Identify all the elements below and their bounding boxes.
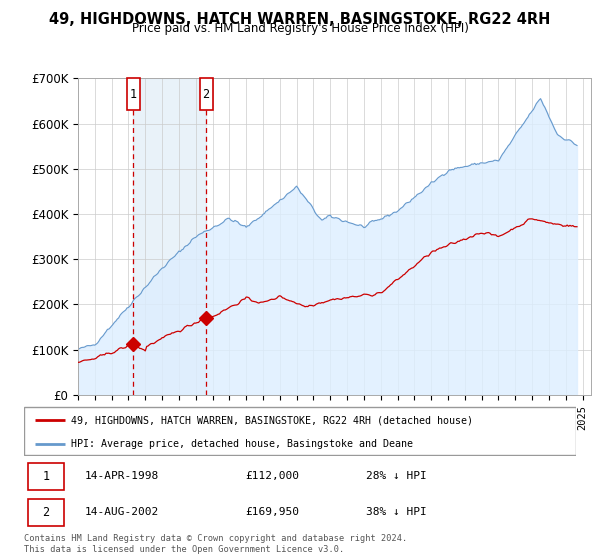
FancyBboxPatch shape [24, 407, 576, 455]
Text: 14-APR-1998: 14-APR-1998 [85, 472, 159, 482]
Text: 28% ↓ HPI: 28% ↓ HPI [366, 472, 427, 482]
Text: 49, HIGHDOWNS, HATCH WARREN, BASINGSTOKE, RG22 4RH (detached house): 49, HIGHDOWNS, HATCH WARREN, BASINGSTOKE… [71, 415, 473, 425]
Text: HPI: Average price, detached house, Basingstoke and Deane: HPI: Average price, detached house, Basi… [71, 439, 413, 449]
Text: 38% ↓ HPI: 38% ↓ HPI [366, 507, 427, 517]
Text: £112,000: £112,000 [245, 472, 299, 482]
FancyBboxPatch shape [28, 498, 64, 526]
Text: 2: 2 [203, 88, 210, 101]
FancyBboxPatch shape [127, 78, 140, 110]
Text: 14-AUG-2002: 14-AUG-2002 [85, 507, 159, 517]
FancyBboxPatch shape [200, 78, 212, 110]
Text: 1: 1 [130, 88, 137, 101]
FancyBboxPatch shape [28, 463, 64, 490]
Text: Contains HM Land Registry data © Crown copyright and database right 2024.
This d: Contains HM Land Registry data © Crown c… [24, 534, 407, 554]
Text: Price paid vs. HM Land Registry's House Price Index (HPI): Price paid vs. HM Land Registry's House … [131, 22, 469, 35]
Text: 1: 1 [43, 470, 50, 483]
Bar [133, 78, 206, 395]
Text: 49, HIGHDOWNS, HATCH WARREN, BASINGSTOKE, RG22 4RH: 49, HIGHDOWNS, HATCH WARREN, BASINGSTOKE… [49, 12, 551, 27]
Text: 2: 2 [43, 506, 50, 519]
Text: £169,950: £169,950 [245, 507, 299, 517]
